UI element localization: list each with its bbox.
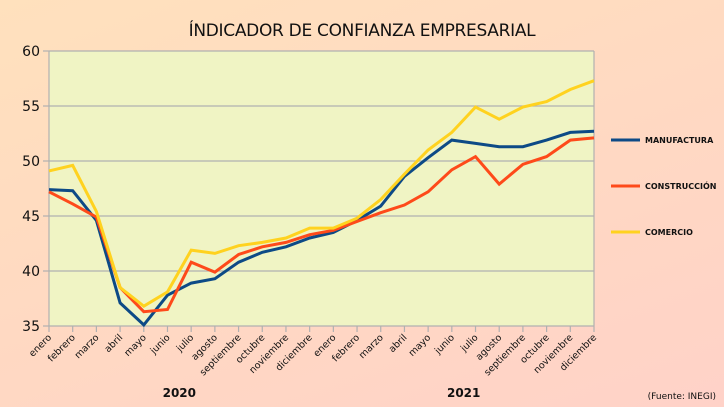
x-tick-label: marzo xyxy=(357,332,386,361)
y-tick-label: 45 xyxy=(22,209,40,225)
legend-label: MANUFACTURA xyxy=(645,136,714,145)
x-tick-label: junio xyxy=(148,332,173,357)
series-lines xyxy=(48,79,595,328)
x-tick-label: mayo xyxy=(122,332,149,359)
legend: MANUFACTURA CONSTRUCCIÓN COMERCIO xyxy=(611,136,716,237)
series-line-manufactura xyxy=(48,129,595,328)
chart-title: ÍNDICADOR DE CONFIANZA EMPRESARIAL xyxy=(189,19,537,41)
y-tick-label: 55 xyxy=(22,99,40,115)
y-tick-label: 35 xyxy=(22,319,40,335)
legend-label: COMERCIO xyxy=(645,228,693,237)
series-line-comercio xyxy=(48,79,595,309)
y-tick-label: 50 xyxy=(22,154,40,170)
x-tick-label: junio xyxy=(432,332,457,357)
y-tick-label: 60 xyxy=(22,44,40,60)
x-tick-label: marzo xyxy=(73,332,102,361)
y-tick-label: 40 xyxy=(22,264,40,280)
x-tick-label: mayo xyxy=(407,332,434,359)
series-line-construcción xyxy=(48,136,595,314)
gridlines xyxy=(48,50,595,327)
year-label: 2021 xyxy=(447,386,480,400)
legend-label: CONSTRUCCIÓN xyxy=(645,180,716,191)
year-labels: 2020 2021 xyxy=(163,386,481,400)
year-label: 2020 xyxy=(163,386,196,400)
y-axis: 35 40 45 50 55 60 xyxy=(22,44,49,335)
source-note: (Fuente: INEGI) xyxy=(648,392,716,402)
plot-area xyxy=(49,51,594,326)
